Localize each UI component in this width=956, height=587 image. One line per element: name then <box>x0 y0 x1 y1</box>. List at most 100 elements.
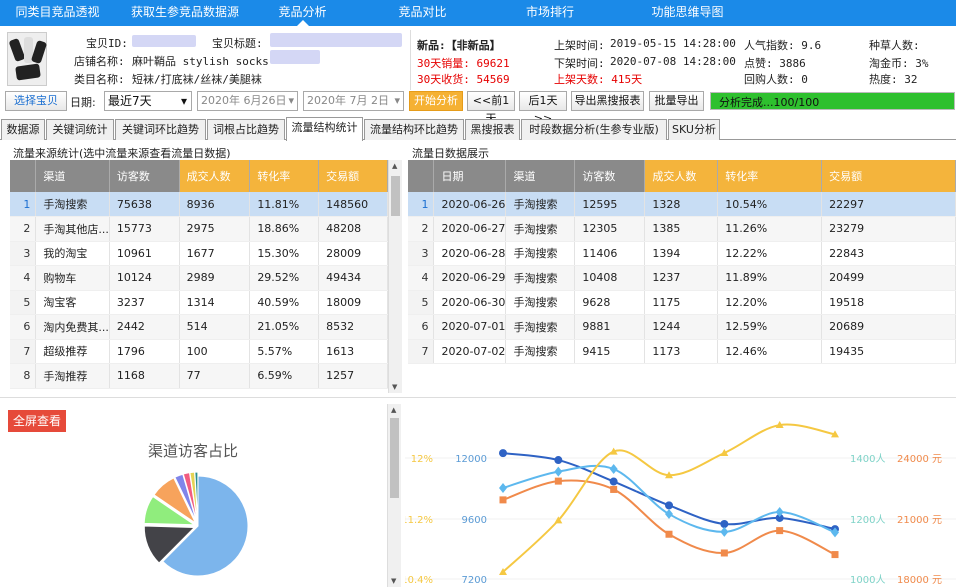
series-line <box>502 423 836 573</box>
table-row[interactable]: 2 2020-06-27 手淘搜索 12305 1385 11.26% 23279 <box>408 216 956 242</box>
row-index: 5 <box>408 290 435 315</box>
axis-tick-label: 12000 <box>455 454 487 465</box>
table-row[interactable]: 1 2020-06-26 手淘搜索 12595 1328 10.54% 22297 <box>408 192 956 217</box>
table-row[interactable]: 3 我的淘宝 10961 1677 15.30% 28009 <box>10 241 388 266</box>
nav-mind-map[interactable]: 功能思维导图 <box>651 5 724 19</box>
date-from-picker[interactable]: 2020年 6月26日 ▾ <box>197 91 298 111</box>
tab-data-source[interactable]: 数据源 <box>1 119 45 140</box>
table-row[interactable]: 1 手淘搜索 75638 8936 11.81% 148560 <box>10 192 388 217</box>
export-black-search-button[interactable]: 导出黑搜报表 <box>571 91 644 111</box>
daily-trend-line-chart: 10.4% 11.2% 12% 7200 9600 12000 1000人 1200人 1400… <box>405 421 956 586</box>
table-row[interactable]: 4 2020-06-29 手淘搜索 10408 1237 11.89% 20499 <box>408 265 956 291</box>
item-title-label: 宝贝标题: <box>212 37 263 50</box>
tab-traffic-trend[interactable]: 流量结构环比趋势 <box>364 119 464 140</box>
nav-competitor-analysis[interactable]: 竞品分析 <box>255 0 350 26</box>
tab-keyword-stats[interactable]: 关键词统计 <box>46 119 114 140</box>
tab-time-analysis[interactable]: 时段数据分析(生参专业版) <box>521 119 667 140</box>
table-cell: 1394 <box>644 241 719 266</box>
fullscreen-button[interactable]: 全屏查看 <box>8 410 66 432</box>
table-cell: 手淘搜索 <box>505 339 576 364</box>
tab-keyword-trend[interactable]: 关键词环比趋势 <box>115 119 206 140</box>
prev-day-button[interactable]: <<前1天 <box>467 91 515 125</box>
likes-count: 点赞: 3886 <box>744 57 806 70</box>
table-cell: 2020-06-28 <box>433 241 507 266</box>
received-30d: 30天收货: 54569 <box>417 73 510 86</box>
popularity-index: 人气指数: 9.6 <box>744 39 822 52</box>
tab-sku-analysis[interactable]: SKU分析 <box>668 119 720 140</box>
table-cell: 淘宝客 <box>35 290 110 315</box>
col-amount[interactable]: 交易额 <box>821 160 956 192</box>
table-row[interactable]: 5 2020-06-30 手淘搜索 9628 1175 12.20% 19518 <box>408 290 956 315</box>
batch-export-button[interactable]: 批量导出 <box>649 91 704 111</box>
nav-market-ranking[interactable]: 市场排行 <box>525 5 574 19</box>
table-cell: 2020-07-01 <box>433 314 507 340</box>
col-channel[interactable]: 渠道 <box>35 160 110 192</box>
table-cell: 8936 <box>179 192 251 217</box>
tab-traffic-structure[interactable]: 流量结构统计 <box>286 117 363 141</box>
table-cell: 1168 <box>109 363 180 389</box>
nav-competitor-compare[interactable]: 竞品对比 <box>398 5 447 19</box>
left-table-scrollbar[interactable]: ▲ ▼ <box>388 160 402 393</box>
table-cell: 2442 <box>109 314 180 340</box>
nav-competitor-perspective[interactable]: 同类目竞品透视 <box>15 5 100 19</box>
col-conversion[interactable]: 转化率 <box>717 160 823 192</box>
table-row[interactable]: 2 手淘其他店... 15773 2975 18.86% 48208 <box>10 216 388 242</box>
chevron-down-icon: ▾ <box>288 94 294 107</box>
scroll-thumb[interactable] <box>390 418 399 498</box>
table-cell: 6.59% <box>249 363 320 389</box>
row-index: 7 <box>10 339 37 364</box>
table-cell: 购物车 <box>35 265 110 291</box>
data-point <box>720 449 729 456</box>
select-item-button[interactable]: 选择宝贝 <box>5 91 67 111</box>
table-cell: 2020-06-26 <box>433 192 507 217</box>
table-cell: 3237 <box>109 290 180 315</box>
table-cell: 28009 <box>318 241 388 266</box>
data-point <box>776 527 784 535</box>
table-row[interactable]: 3 2020-06-28 手淘搜索 11406 1394 12.22% 22843 <box>408 241 956 266</box>
table-row[interactable]: 7 2020-07-02 手淘搜索 9415 1173 12.46% 19435 <box>408 339 956 364</box>
tab-root-ratio[interactable]: 词根占比趋势 <box>207 119 285 140</box>
row-index: 6 <box>408 314 435 340</box>
col-buyers[interactable]: 成交人数 <box>179 160 251 192</box>
col-conversion[interactable]: 转化率 <box>249 160 320 192</box>
data-point <box>720 526 729 537</box>
axis-tick-label: 12% <box>411 454 433 465</box>
table-row[interactable]: 4 购物车 10124 2989 29.52% 49434 <box>10 265 388 291</box>
table-row[interactable]: 5 淘宝客 3237 1314 40.59% 18009 <box>10 290 388 315</box>
date-range-select[interactable]: 最近7天 ▾ <box>104 91 192 111</box>
data-point <box>499 567 507 575</box>
scroll-down-icon: ▼ <box>392 383 398 391</box>
start-analysis-button[interactable]: 开始分析 <box>409 91 463 111</box>
table-row[interactable]: 8 手淘推荐 1168 77 6.59% 1257 <box>10 363 388 389</box>
scroll-thumb[interactable] <box>391 176 400 216</box>
date-from-value: 2020年 6月26日 <box>201 94 287 107</box>
col-amount[interactable]: 交易额 <box>318 160 388 192</box>
col-channel[interactable]: 渠道 <box>505 160 576 192</box>
col-date[interactable]: 日期 <box>433 160 507 192</box>
date-to-picker[interactable]: 2020年 7月 2日 ▾ <box>303 91 404 111</box>
row-index: 7 <box>408 339 435 364</box>
table-cell: 2020-07-02 <box>433 339 507 364</box>
category-value: 短袜/打底袜/丝袜/美腿袜 <box>132 73 262 86</box>
nav-fetch-data-source[interactable]: 获取生参竞品数据源 <box>130 5 239 19</box>
table-cell: 2020-06-29 <box>433 265 507 291</box>
row-index: 3 <box>408 241 435 266</box>
col-visitors[interactable]: 访客数 <box>109 160 180 192</box>
data-point <box>554 456 563 465</box>
listed-time-value: 2019-05-15 14:28:00 <box>610 37 736 50</box>
col-visitors[interactable]: 访客数 <box>574 160 646 192</box>
delisted-time-label: 下架时间: <box>554 57 605 70</box>
next-day-button[interactable]: 后1天>> <box>519 91 567 125</box>
table-cell: 1677 <box>179 241 251 266</box>
table-row[interactable]: 6 淘内免费其... 2442 514 21.05% 8532 <box>10 314 388 340</box>
row-index: 2 <box>408 216 435 242</box>
table-row[interactable]: 7 超级推荐 1796 100 5.57% 1613 <box>10 339 388 364</box>
axis-tick-label: 1000人 <box>850 574 885 586</box>
tab-black-search[interactable]: 黑搜报表 <box>465 119 520 140</box>
table-row[interactable]: 6 2020-07-01 手淘搜索 9881 1244 12.59% 20689 <box>408 314 956 340</box>
col-buyers[interactable]: 成交人数 <box>644 160 719 192</box>
row-index: 1 <box>10 192 37 217</box>
table-cell: 1314 <box>179 290 251 315</box>
row-index: 1 <box>408 192 435 217</box>
chart-scrollbar[interactable]: ▲ ▼ <box>387 404 401 587</box>
